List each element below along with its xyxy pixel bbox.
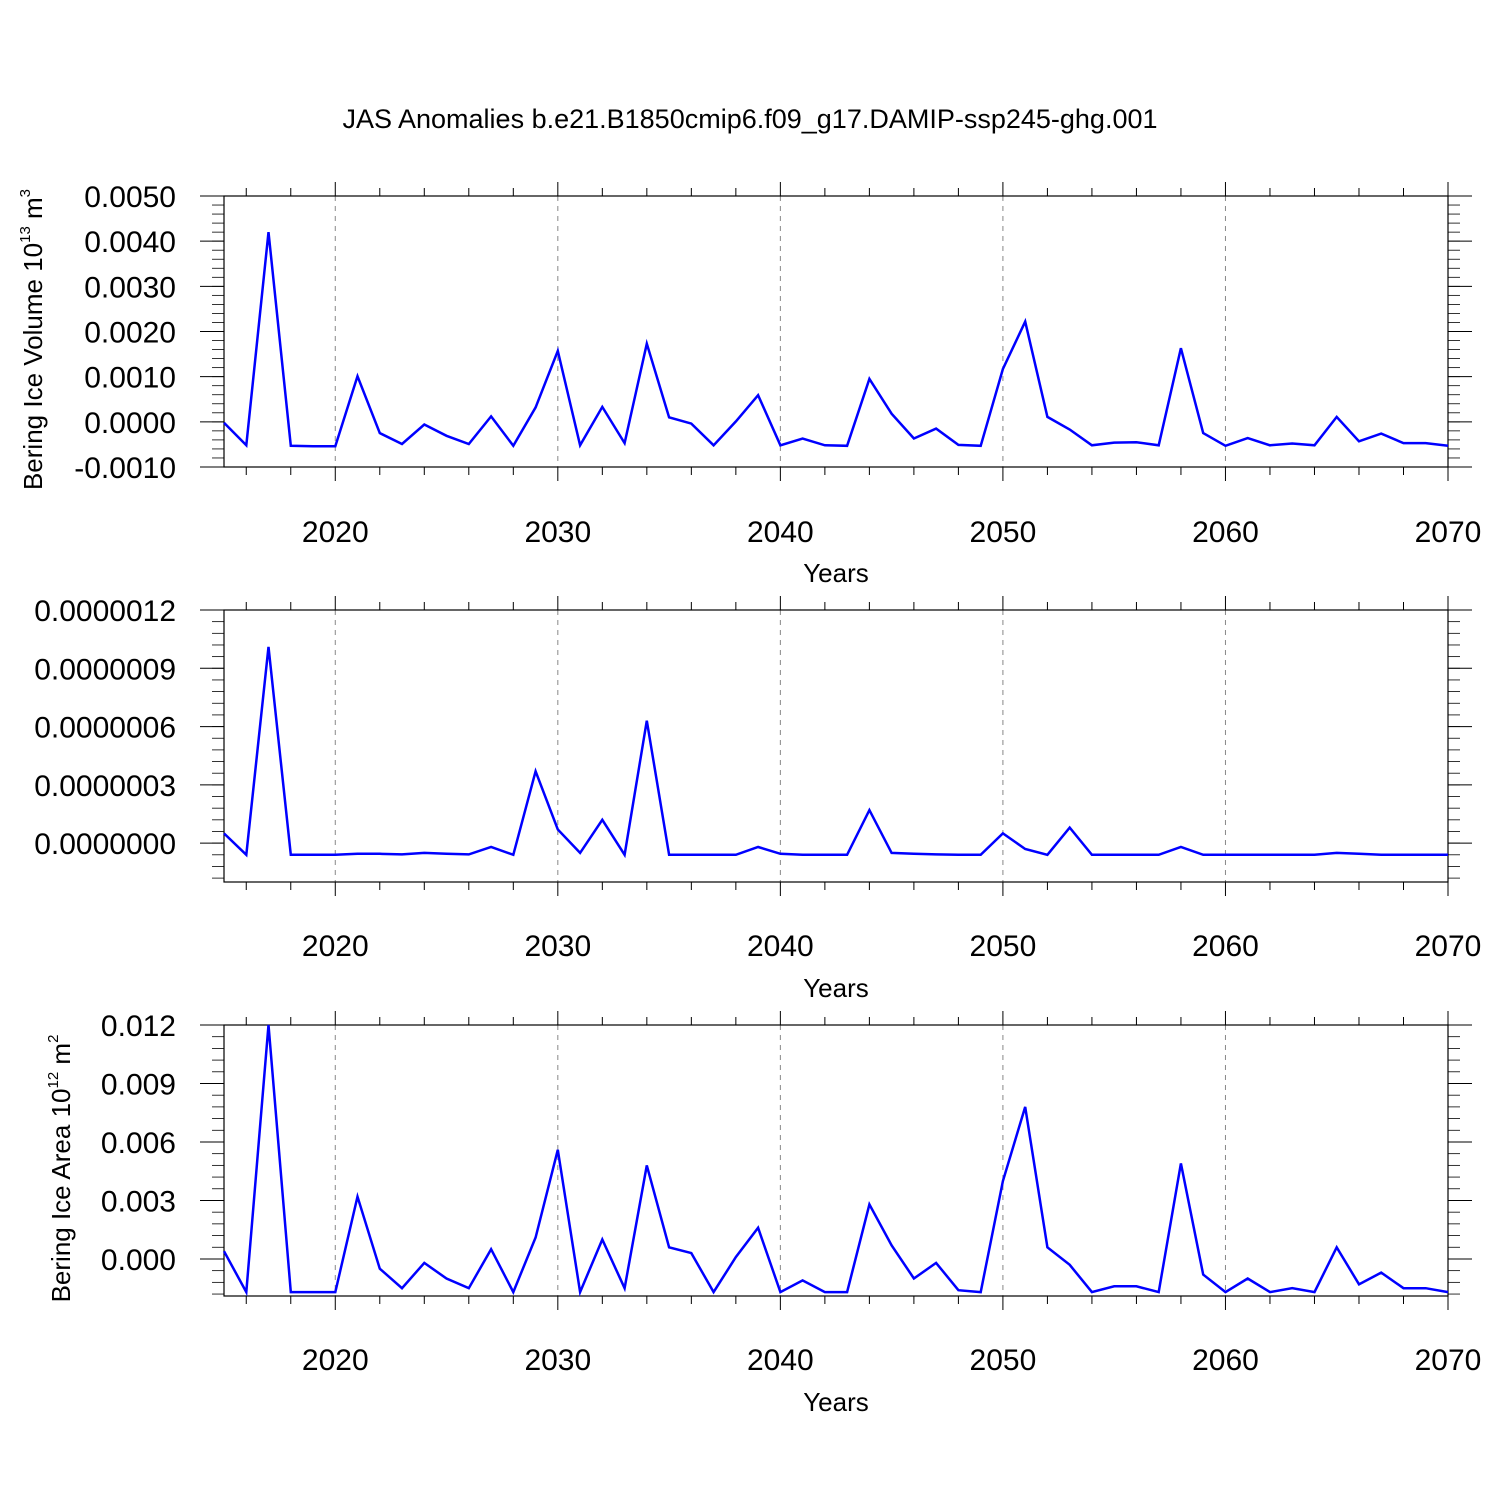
x-tick-label: 2060 (1192, 516, 1259, 549)
x-tick-label: 2070 (1415, 930, 1482, 963)
plot-frame (223, 1024, 1449, 1297)
y-tick-label: 0.006 (101, 1127, 176, 1160)
chart-panel-3: 2020 2030 2040 2050 2060 2070 0.000 0.003 0.006 0… (45, 1010, 1481, 1417)
y-tick-label: 0.0010 (84, 362, 176, 395)
x-tick-label: 2070 (1415, 1344, 1482, 1377)
x-tick-label: 2040 (747, 930, 814, 963)
y-tick-label: 0.003 (101, 1185, 176, 1218)
chart-panel-2: 2020 2030 2040 2050 2060 2070 0.0000000 0.00000… (34, 595, 1481, 1003)
x-tick-label: 2040 (747, 516, 814, 549)
y-tick-label: 0.000 (101, 1244, 176, 1277)
y-tick-label: 0.0000009 (34, 653, 176, 686)
y-tick-label: 0.0000012 (34, 595, 176, 628)
y-tick-label: 0.012 (101, 1010, 176, 1043)
x-tick-label: 2040 (747, 1344, 814, 1377)
x-tick-label: 2050 (970, 516, 1037, 549)
x-tick-label: 2030 (524, 930, 591, 963)
y-axis-title: Bering Ice Volume 1013 m3 (17, 189, 48, 490)
x-tick-label: 2060 (1192, 1344, 1259, 1377)
x-tick-label: 2050 (970, 930, 1037, 963)
x-tick-label: 2050 (970, 1344, 1037, 1377)
page-title: JAS Anomalies b.e21.B1850cmip6.f09_g17.D… (342, 104, 1158, 134)
y-axis-title: Bering Ice Area 1012 m2 (45, 1035, 76, 1303)
y-tick-label: 0.0000003 (34, 770, 176, 803)
y-tick-label: 0.0030 (84, 271, 176, 304)
x-axis-title: Years (803, 558, 869, 588)
x-tick-label: 2060 (1192, 930, 1259, 963)
series-line (222, 1024, 1449, 1297)
y-tick-label: 0.0040 (84, 226, 176, 259)
y-tick-label: 0.0050 (84, 181, 176, 214)
chart-panel-1: 2020 2030 2040 2050 2060 2070 -0.0010 0.0000 0.0… (17, 181, 1481, 588)
x-tick-label: 2030 (524, 516, 591, 549)
x-tick-label: 2020 (302, 1344, 369, 1377)
x-tick-label: 2030 (524, 1344, 591, 1377)
y-tick-label: 0.0000 (84, 407, 176, 440)
x-tick-label: 2020 (302, 930, 369, 963)
y-tick-label: 0.0020 (84, 317, 176, 350)
series-line (223, 646, 1448, 859)
y-tick-label: 0.0000000 (34, 828, 176, 861)
plot-frame (223, 195, 1449, 468)
x-tick-label: 2020 (302, 516, 369, 549)
x-tick-label: 2070 (1415, 516, 1482, 549)
plot-frame (223, 609, 1449, 883)
x-axis-title: Years (803, 973, 869, 1003)
y-tick-label: 0.0000006 (34, 712, 176, 745)
y-tick-label: 0.009 (101, 1068, 176, 1101)
series-line (223, 231, 1449, 449)
x-axis-title: Years (803, 1387, 869, 1417)
y-tick-label: -0.0010 (74, 452, 176, 485)
